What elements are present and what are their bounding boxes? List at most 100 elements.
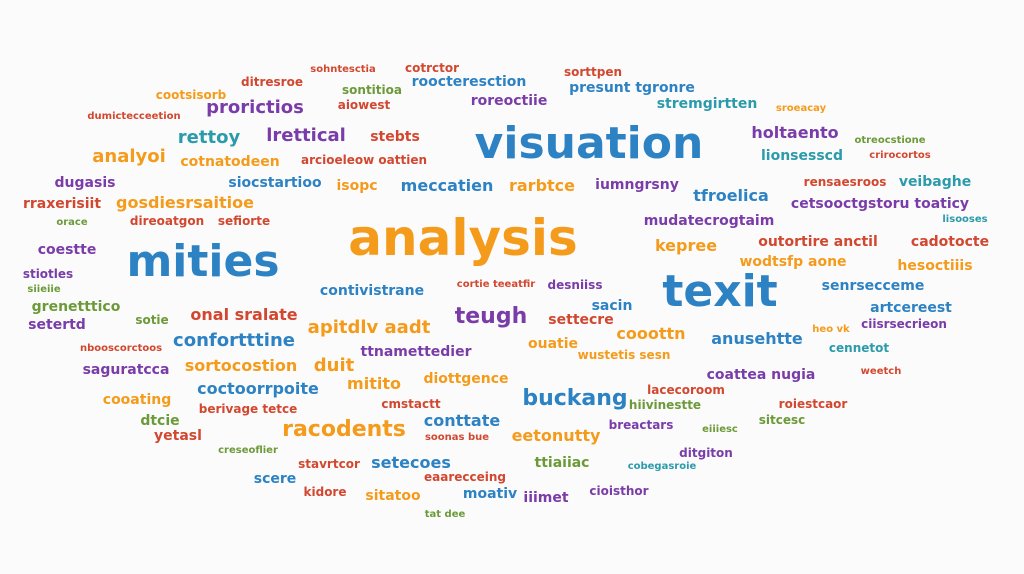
cloud-word: holtaento bbox=[751, 123, 839, 142]
cloud-word: dumictecceetion bbox=[87, 111, 181, 122]
cloud-word: coctoorrpoite bbox=[197, 379, 319, 398]
cloud-word: cobegasroie bbox=[627, 461, 697, 472]
cloud-word: stremgirtten bbox=[656, 96, 758, 112]
cloud-word: hesoctiiis bbox=[897, 258, 973, 274]
cloud-word: orace bbox=[56, 217, 88, 228]
cloud-word: otreocstione bbox=[854, 135, 926, 146]
cloud-word: analyoi bbox=[92, 146, 166, 167]
cloud-word: weetch bbox=[860, 366, 902, 377]
cloud-word: outortire anctil bbox=[758, 234, 878, 250]
cloud-word: ciisrsecrieon bbox=[861, 317, 947, 331]
cloud-word: cooating bbox=[102, 392, 172, 408]
cloud-word: roocteresction bbox=[411, 74, 527, 90]
cloud-word: roreoctiie bbox=[470, 93, 548, 109]
cloud-word: stavrtcor bbox=[298, 457, 360, 471]
cloud-word: roiestcaor bbox=[778, 397, 848, 411]
cloud-word: sacin bbox=[591, 298, 633, 314]
cloud-word: rraxerisiit bbox=[22, 196, 102, 212]
cloud-word: senrsecceme bbox=[821, 278, 925, 294]
cloud-word: prorictios bbox=[206, 97, 304, 118]
cloud-word: lionsesscd bbox=[761, 148, 843, 164]
cloud-word: cotnatodeen bbox=[180, 154, 280, 170]
cloud-word: duit bbox=[313, 355, 355, 376]
cloud-word: cortie teeatfir bbox=[456, 279, 536, 290]
cloud-word: creseoflier bbox=[218, 445, 278, 456]
cloud-word: cioisthor bbox=[589, 484, 649, 498]
cloud-word: anusehtte bbox=[711, 329, 803, 348]
cloud-word: tat dee bbox=[424, 509, 466, 520]
cloud-word: setertd bbox=[28, 317, 86, 333]
cloud-word: teugh bbox=[454, 304, 528, 329]
cloud-word: hiivinestte bbox=[628, 398, 702, 412]
cloud-word: mities bbox=[126, 236, 280, 287]
cloud-word: heo vk bbox=[812, 324, 850, 335]
cloud-word: stiotles bbox=[22, 267, 74, 281]
cloud-word: kepree bbox=[654, 236, 718, 255]
cloud-word: lisooses bbox=[942, 214, 988, 225]
cloud-word: arcioeleow oattien bbox=[301, 153, 427, 167]
cloud-word: cootsisorb bbox=[155, 88, 227, 102]
cloud-word: scere bbox=[253, 471, 297, 487]
cloud-word: coestte bbox=[37, 242, 97, 258]
cloud-word: cetsooctgstoru toaticy bbox=[790, 196, 970, 212]
cloud-word: sefiorte bbox=[217, 214, 271, 228]
cloud-word: setecoes bbox=[371, 453, 451, 472]
cloud-word: sitcesc bbox=[758, 413, 806, 427]
cloud-word: eetonutty bbox=[511, 426, 601, 445]
cloud-word: eaarecceing bbox=[423, 470, 507, 484]
cloud-word: berivage tetce bbox=[198, 402, 298, 416]
cloud-word: ditgiton bbox=[679, 446, 733, 460]
cloud-word: rensaesroos bbox=[803, 175, 887, 189]
cloud-word: moativ bbox=[462, 486, 518, 502]
cloud-word: diottgence bbox=[423, 371, 509, 387]
cloud-word: meccatien bbox=[400, 176, 494, 195]
cloud-word: conttate bbox=[423, 411, 501, 430]
cloud-word: ttiaiiac bbox=[534, 455, 590, 471]
cloud-word: siocstartioo bbox=[228, 175, 322, 191]
cloud-word: gosdiesrsaitioe bbox=[116, 193, 254, 212]
cloud-word: cotrctor bbox=[404, 61, 460, 75]
cloud-word: sorttpen bbox=[563, 65, 623, 79]
cloud-word: sontitioa bbox=[342, 83, 402, 97]
cloud-word: visuation bbox=[474, 118, 704, 169]
cloud-word: lrettical bbox=[266, 125, 346, 146]
cloud-word: nbooscorctoos bbox=[79, 343, 163, 354]
cloud-word: soonas bue bbox=[424, 432, 490, 443]
cloud-word: ouatie bbox=[527, 336, 579, 352]
cloud-word: eiiiesc bbox=[702, 424, 738, 435]
cloud-word: wustetis sesn bbox=[577, 348, 671, 362]
cloud-word: apitdlv aadt bbox=[307, 317, 431, 338]
cloud-word: iumngrsny bbox=[595, 177, 679, 193]
cloud-word: presunt tgronre bbox=[569, 80, 695, 96]
cloud-word: settecre bbox=[548, 312, 614, 328]
cloud-word: siieiie bbox=[27, 284, 61, 295]
cloud-word: mitito bbox=[347, 374, 401, 393]
cloud-word: contivistrane bbox=[319, 283, 425, 299]
cloud-word: veibaghe bbox=[898, 174, 972, 190]
cloud-word: tfroelica bbox=[693, 186, 769, 205]
cloud-word: dugasis bbox=[54, 175, 116, 191]
cloud-word: rarbtce bbox=[508, 176, 576, 195]
cloud-word: dtcie bbox=[140, 413, 180, 429]
cloud-word: grenetttico bbox=[31, 299, 121, 315]
cloud-word: cennetot bbox=[828, 341, 890, 355]
cloud-word: desniiss bbox=[547, 278, 603, 292]
cloud-word: confortttine bbox=[173, 330, 295, 351]
cloud-word: breactars bbox=[608, 418, 674, 432]
cloud-word: lacecoroom bbox=[647, 383, 725, 397]
cloud-word: racodents bbox=[282, 417, 406, 442]
cloud-word: iiimet bbox=[523, 490, 569, 506]
cloud-word: stebts bbox=[370, 129, 420, 145]
cloud-word: buckang bbox=[522, 386, 628, 411]
cloud-word: rettoy bbox=[177, 127, 241, 148]
cloud-word: ttnamettedier bbox=[360, 344, 472, 360]
cloud-word: coattea nugia bbox=[706, 367, 816, 383]
cloud-word: cmstactt bbox=[381, 397, 441, 411]
cloud-word: sroeacay bbox=[775, 103, 827, 114]
cloud-word: sortocostion bbox=[184, 356, 298, 375]
cloud-word: sitatoo bbox=[365, 488, 421, 504]
cloud-word: artcereest bbox=[870, 300, 952, 316]
cloud-word: mudatecrogtaim bbox=[643, 213, 775, 229]
cloud-word: wodtsfp aone bbox=[739, 254, 847, 270]
